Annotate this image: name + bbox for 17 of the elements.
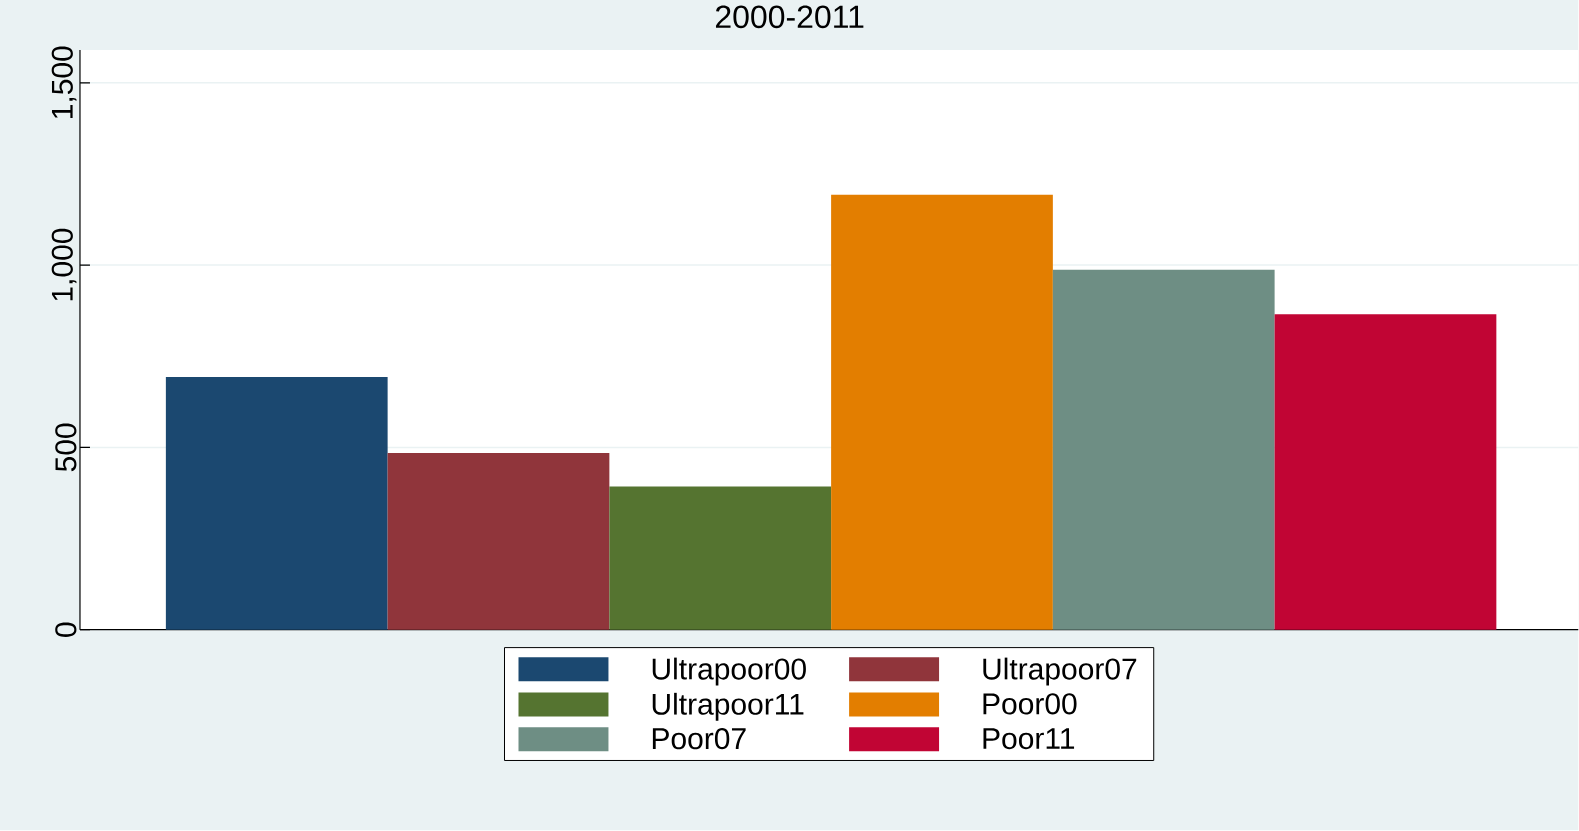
legend-label: Ultrapoor00	[652, 657, 806, 686]
bar	[1052, 270, 1275, 630]
bar	[165, 377, 388, 630]
y-tick-label: 1,500	[51, 46, 77, 119]
legend-label: Poor07	[652, 728, 746, 750]
legend-label: Ultrapoor07	[983, 657, 1137, 686]
y-tick-label: 0	[55, 622, 77, 638]
legend-label: Poor00	[983, 693, 1077, 715]
chart-title: 2000-2011	[715, 5, 864, 29]
legend-label: Poor11	[983, 728, 1075, 750]
y-tick-label: 500	[55, 423, 77, 472]
bar	[609, 486, 832, 630]
legend-label: Ultrapoor11	[652, 693, 804, 721]
bar	[1274, 314, 1497, 630]
bar	[387, 453, 610, 630]
y-tick-label: 1,000	[51, 228, 77, 301]
bar	[831, 194, 1053, 630]
